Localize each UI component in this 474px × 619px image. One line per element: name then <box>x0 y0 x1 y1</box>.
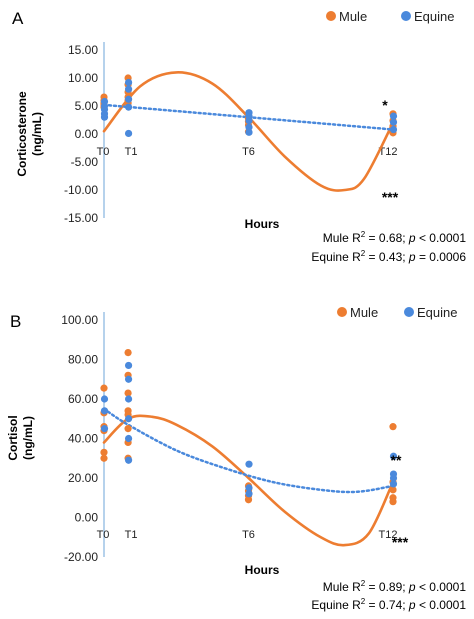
panel-label: A <box>12 9 24 28</box>
stat-mule-corticosterone: Mule R2 = 0.68; p < 0.0001 <box>322 230 466 245</box>
data-point-equine <box>389 452 398 460</box>
data-point-equine <box>245 484 253 492</box>
y-tick-label: 100.00 <box>61 313 98 327</box>
data-point-equine <box>100 395 109 403</box>
legend-label-mule: Mule <box>350 305 378 320</box>
data-point-mule <box>244 496 253 504</box>
data-point-equine <box>245 490 253 498</box>
x-tick-label-t12: T12 <box>379 529 398 541</box>
data-point-mule <box>389 423 397 431</box>
trendline-mule <box>102 414 395 547</box>
significance-marker: *** <box>392 534 409 550</box>
x-tick-label-t0: T0 <box>97 529 110 541</box>
data-point-equine <box>124 85 133 93</box>
legend-marker-equine <box>401 11 411 21</box>
data-point-equine <box>124 361 133 370</box>
x-tick-label-t6: T6 <box>242 529 255 541</box>
significance-marker: * <box>382 97 388 113</box>
data-point-equine <box>124 375 133 383</box>
data-point-equine <box>124 434 133 443</box>
y-tick-label: 60.00 <box>68 392 98 406</box>
significance-marker: *** <box>382 189 399 205</box>
data-point-mule <box>100 384 108 392</box>
data-point-equine <box>124 103 133 111</box>
y-tick-label: -20.00 <box>64 550 98 564</box>
y-tick-label: 10.00 <box>68 71 98 85</box>
y-tick-label: 0.00 <box>75 127 99 141</box>
data-point-mule <box>389 486 397 494</box>
trendline-mule <box>102 71 395 192</box>
legend-marker-mule <box>326 11 336 21</box>
legend-marker-mule <box>337 307 347 317</box>
y-tick-label: 20.00 <box>68 471 98 485</box>
y-axis-label: Corticosterone(ng/mL) <box>15 91 44 177</box>
legend-label-equine: Equine <box>414 9 454 24</box>
legend-label-mule: Mule <box>339 9 367 24</box>
stat-equine-corticosterone: Equine R2 = 0.43; p = 0.0006 <box>311 249 466 264</box>
x-axis-label: Hours <box>245 563 280 577</box>
data-point-equine <box>100 425 109 433</box>
data-point-equine <box>124 78 133 87</box>
data-point-mule <box>124 389 132 397</box>
y-tick-label: -5.00 <box>71 155 99 169</box>
data-point-equine <box>124 415 133 423</box>
data-point-equine <box>124 129 133 138</box>
x-tick-label-t1: T1 <box>125 146 138 158</box>
x-tick-label-t0: T0 <box>97 146 110 158</box>
x-axis-label: Hours <box>245 217 280 231</box>
stat-mule-cortisol: Mule R2 = 0.89; p < 0.0001 <box>322 579 466 594</box>
y-tick-label: 15.00 <box>68 43 98 57</box>
corticosterone-chart: A Mule Equine 15.00 10.00 5.00 0.00 -5.00 -10.00… <box>12 9 454 231</box>
data-point-equine <box>245 460 253 468</box>
legend-marker-equine <box>404 307 414 317</box>
data-point-equine <box>389 480 398 488</box>
data-point-mule <box>124 348 132 357</box>
legend: Mule Equine <box>337 305 457 320</box>
trendline-equine <box>102 407 395 494</box>
panel-a-corticosterone: A Mule Equine 15.00 10.00 5.00 0.00 -5.00 -10.00… <box>0 0 474 306</box>
data-point-equine <box>389 474 398 482</box>
panel-b-cortisol: B Mule Equine 100.00 80.00 60.00 40.00 20.00 0.0… <box>0 305 474 619</box>
data-point-mule <box>124 425 132 433</box>
points-mule <box>100 348 397 506</box>
data-point-equine <box>389 112 398 120</box>
points-equine <box>100 361 398 498</box>
y-tick-label: 80.00 <box>68 353 98 367</box>
data-point-equine <box>389 125 398 134</box>
x-tick-label-t1: T1 <box>125 529 138 541</box>
data-point-equine <box>245 116 253 125</box>
significance-marker: ** <box>391 452 402 468</box>
data-point-mule <box>389 498 397 506</box>
data-point-mule <box>100 448 108 456</box>
data-point-equine <box>124 395 133 403</box>
y-axis-label: Cortisol(ng/mL) <box>6 415 35 460</box>
data-point-equine <box>100 407 109 415</box>
data-point-equine <box>124 456 133 464</box>
legend-label-equine: Equine <box>417 305 457 320</box>
cortisol-chart: B Mule Equine 100.00 80.00 60.00 40.00 20.00 0.0… <box>6 305 457 577</box>
legend: Mule Equine <box>326 9 454 24</box>
y-tick-label: -10.00 <box>64 183 98 197</box>
data-point-equine <box>245 123 253 131</box>
x-tick-label-t6: T6 <box>242 146 255 158</box>
y-tick-label: 0.00 <box>75 511 99 525</box>
data-point-equine <box>100 113 109 121</box>
x-tick-label-t12: T12 <box>379 146 398 158</box>
points-equine <box>100 78 398 138</box>
y-tick-label: 40.00 <box>68 432 98 446</box>
y-tick-label: 5.00 <box>75 99 99 113</box>
panel-label: B <box>10 312 21 331</box>
data-point-equine <box>389 118 398 126</box>
y-tick-label: -15.00 <box>64 211 98 225</box>
data-point-equine <box>245 128 253 136</box>
data-point-equine <box>124 95 133 103</box>
data-point-mule <box>100 454 108 462</box>
stat-equine-cortisol: Equine R2 = 0.74; p < 0.0001 <box>311 597 466 612</box>
